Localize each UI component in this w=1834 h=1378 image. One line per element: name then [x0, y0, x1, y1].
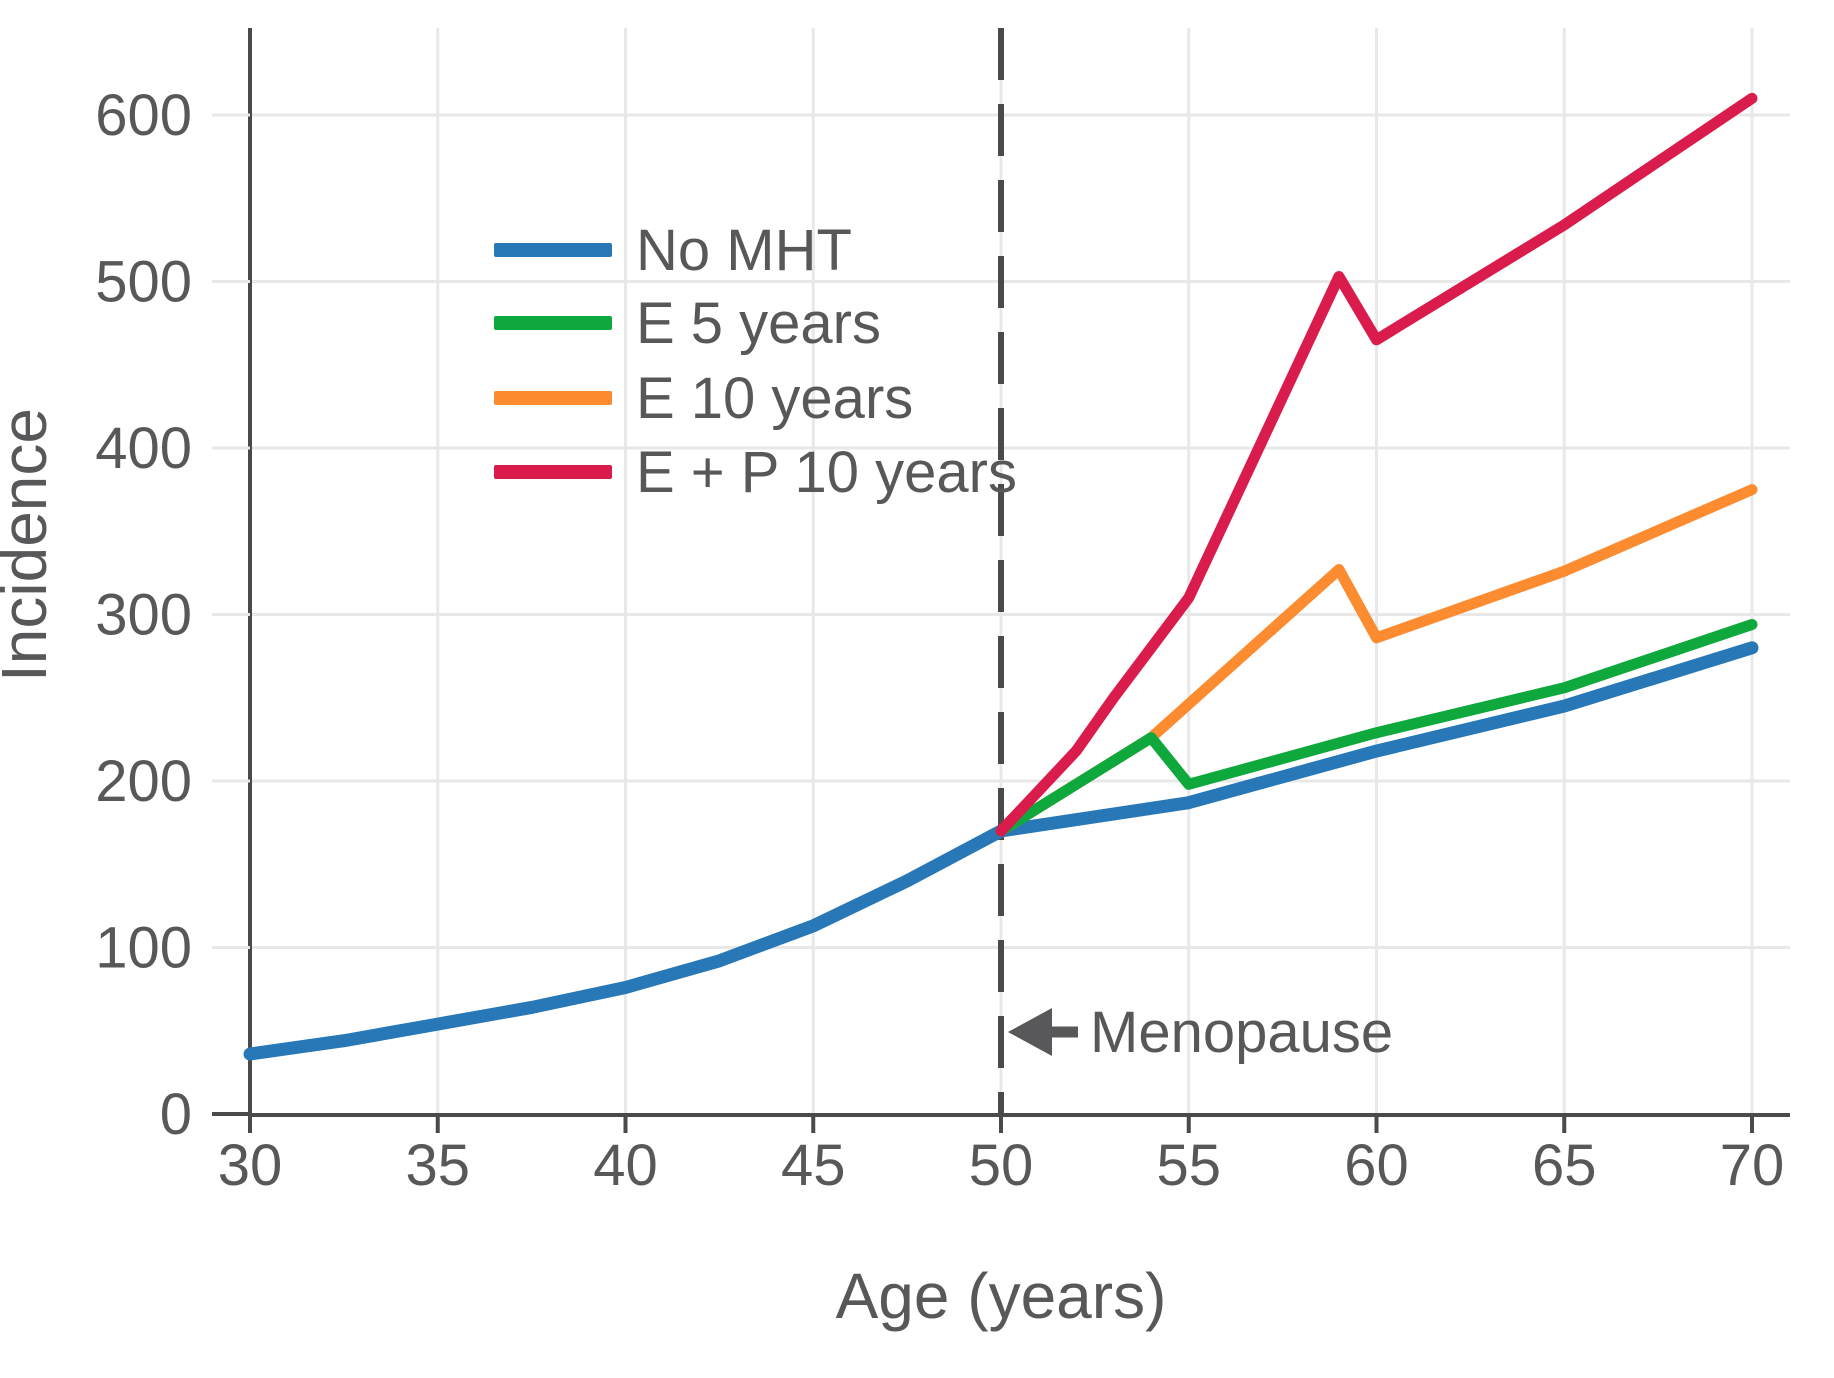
legend-swatch-e-10-years	[494, 391, 612, 405]
y-tick-label: 0	[160, 1082, 192, 1147]
x-tick-label: 35	[405, 1133, 470, 1198]
y-tick-label: 200	[95, 749, 192, 814]
legend-label-e-p-10-years: E + P 10 years	[636, 440, 1017, 505]
menopause-annotation: Menopause	[1008, 1000, 1393, 1065]
legend-swatch-no-mht	[494, 243, 612, 257]
legend: No MHT E 5 years E 10 years E + P 10 years	[494, 218, 1017, 505]
gridlines	[250, 28, 1790, 1115]
x-tick-label: 50	[969, 1133, 1034, 1198]
x-tick-label: 65	[1532, 1133, 1597, 1198]
legend-swatch-e-p-10-years	[494, 465, 612, 479]
x-tick-label: 45	[781, 1133, 846, 1198]
data-series	[243, 92, 1759, 1061]
x-tick-label: 70	[1720, 1133, 1785, 1198]
x-tick-label: 30	[218, 1133, 283, 1198]
series-line-no-mht	[243, 641, 1759, 1061]
y-tick-label: 400	[95, 416, 192, 481]
x-tick-label: 60	[1344, 1133, 1409, 1198]
legend-swatch-e-5-years	[494, 316, 612, 330]
y-tick-label: 300	[95, 583, 192, 648]
y-axis-title: Incidence	[0, 408, 60, 682]
x-tick-label: 40	[593, 1133, 658, 1198]
legend-label-e-10-years: E 10 years	[636, 366, 913, 431]
x-tick-label: 55	[1156, 1133, 1221, 1198]
y-tick-label: 100	[95, 916, 192, 981]
legend-label-no-mht: No MHT	[636, 218, 852, 283]
series-line-e-5-years	[995, 618, 1758, 837]
menopause-arrow-head-icon	[1008, 1008, 1052, 1056]
y-tick-label: 500	[95, 250, 192, 315]
x-axis-title: Age (years)	[836, 1260, 1167, 1332]
y-tick-label: 600	[95, 83, 192, 148]
series-line-e-p-10-years	[995, 92, 1758, 837]
legend-label-e-5-years: E 5 years	[636, 291, 881, 356]
tick-labels: 30 35 40 45 50 55 60 65 70 0 100 200 300 400 500 600	[95, 83, 1784, 1198]
menopause-label: Menopause	[1090, 1000, 1393, 1065]
axes	[212, 28, 1790, 1133]
